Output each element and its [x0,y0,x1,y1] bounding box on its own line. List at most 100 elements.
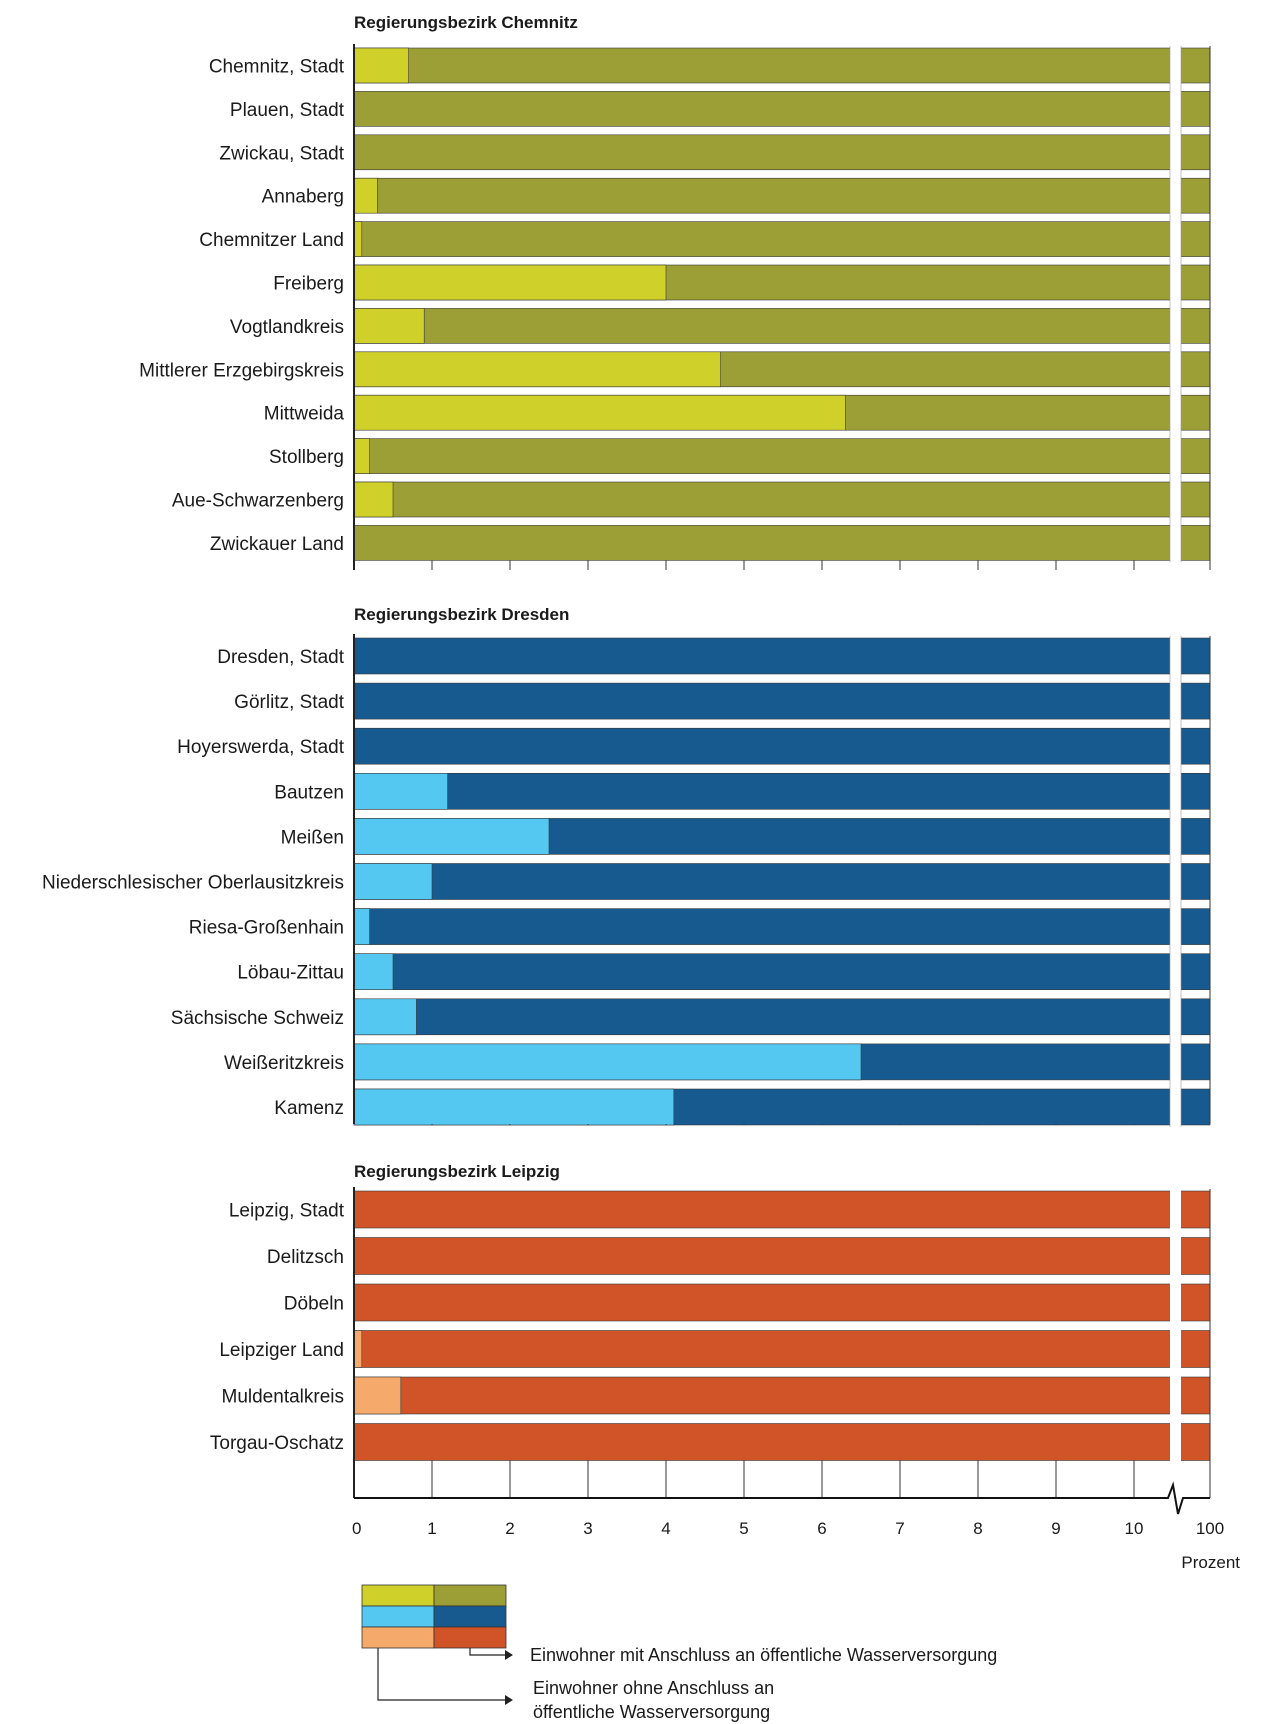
x-tick-label: 2 [505,1519,514,1538]
bar-without-connection [353,1043,862,1081]
bar-with-connection [353,727,1211,765]
category-label: Kamenz [274,1098,344,1119]
x-tick-label: 3 [583,1519,592,1538]
x-axis-title: Prozent [1181,1553,1240,1572]
x-tick-label: 7 [895,1519,904,1538]
x-tick-label: 6 [817,1519,826,1538]
category-label: Weißeritzkreis [224,1053,344,1074]
x-tick-label: 8 [973,1519,982,1538]
category-label: Löbau-Zittau [237,963,344,984]
category-label: Döbeln [284,1294,344,1315]
bar-with-connection [353,134,1211,171]
bar-without-connection [353,1088,675,1126]
bar-without-connection [353,264,667,301]
category-label: Chemnitz, Stadt [209,57,345,78]
category-label: Hoyerswerda, Stadt [177,737,345,758]
category-label: Muldentalkreis [222,1387,345,1408]
bar-with-connection [353,953,1211,991]
bar-without-connection [353,998,417,1036]
panel-title: Regierungsbezirk Leipzig [354,1162,560,1181]
bar-without-connection [353,481,394,518]
bar-with-connection [353,1190,1211,1229]
category-label: Stollberg [269,447,344,468]
bar-without-connection [353,1330,363,1368]
legend-arrow-with [505,1650,513,1660]
bar-without-connection [353,177,378,214]
bar-with-connection [353,91,1211,127]
legend-swatch-with [433,1605,507,1628]
legend-swatch-without [361,1584,435,1607]
bar-with-connection [353,525,1211,561]
category-label: Bautzen [274,782,344,803]
bar-without-connection [353,772,448,810]
category-label: Görlitz, Stadt [234,692,345,713]
category-label: Mittweida [264,404,345,425]
x-tick-label: 100 [1196,1519,1224,1538]
bar-without-connection [353,863,433,900]
panel-title: Regierungsbezirk Chemnitz [354,13,578,32]
x-tick-label: 4 [661,1519,670,1538]
category-label: Zwickau, Stadt [219,143,344,164]
legend-swatch-without [361,1605,435,1628]
category-label: Zwickauer Land [210,534,344,555]
category-label: Delitzsch [267,1247,344,1268]
category-label: Leipziger Land [219,1340,344,1361]
bar-with-connection [353,682,1211,720]
bar-without-connection [353,908,370,945]
bar-with-connection [353,998,1211,1036]
bar-without-connection [353,818,550,855]
bar-with-connection [353,908,1211,945]
bar-without-connection [353,221,363,257]
legend-swatch-without [361,1626,435,1649]
legend-swatch-with [433,1584,507,1607]
legend-swatch-with [433,1626,507,1649]
category-label: Riesa-Großenhain [189,918,344,939]
legend-label-without-line2: öffentliche Wasserversorgung [533,1702,770,1722]
axis-break-gap [1170,636,1181,1127]
x-tick-label: 10 [1125,1519,1144,1538]
bar-with-connection [353,481,1211,518]
bar-with-connection [353,1237,1211,1275]
legend-connector-without [377,1648,505,1701]
axis-break-gap [1170,1189,1181,1463]
bar-without-connection [353,1376,402,1415]
panel-title: Regierungsbezirk Dresden [354,605,569,624]
category-label: Torgau-Oschatz [210,1433,344,1454]
category-label: Sächsische Schweiz [171,1008,344,1029]
x-tick-label: 0 [352,1519,361,1538]
x-tick-label: 1 [427,1519,436,1538]
x-tick-label: 9 [1051,1519,1060,1538]
category-label: Freiberg [273,274,344,295]
bar-without-connection [353,308,425,344]
bar-with-connection [353,1376,1211,1415]
category-label: Aue-Schwarzenberg [172,491,344,512]
bar-with-connection [353,1330,1211,1368]
bar-without-connection [353,438,370,474]
bar-with-connection [353,772,1211,810]
bar-without-connection [353,394,846,431]
x-tick-label: 5 [739,1519,748,1538]
bar-with-connection [353,438,1211,474]
category-label: Niederschlesischer Oberlausitzkreis [42,873,344,894]
bar-with-connection [353,221,1211,257]
category-label: Mittlerer Erzgebirgskreis [139,360,344,381]
bar-with-connection [353,863,1211,900]
category-label: Chemnitzer Land [199,230,344,251]
category-label: Plauen, Stadt [230,100,345,121]
legend-connector-with [469,1648,505,1656]
legend-label-with: Einwohner mit Anschluss an öffentliche W… [530,1645,997,1665]
category-label: Annaberg [262,187,344,208]
bar-without-connection [353,351,721,388]
bar-with-connection [353,1423,1211,1461]
category-label: Meißen [281,827,344,848]
category-label: Vogtlandkreis [230,317,344,338]
bar-without-connection [353,953,394,991]
legend-label-without-line1: Einwohner ohne Anschluss an [533,1678,774,1698]
bar-without-connection [353,47,409,84]
x-axis-line [354,1481,1210,1515]
bar-with-connection [353,47,1211,84]
axis-break-gap [1170,46,1181,563]
category-label: Dresden, Stadt [217,647,344,668]
bar-with-connection [353,177,1211,214]
